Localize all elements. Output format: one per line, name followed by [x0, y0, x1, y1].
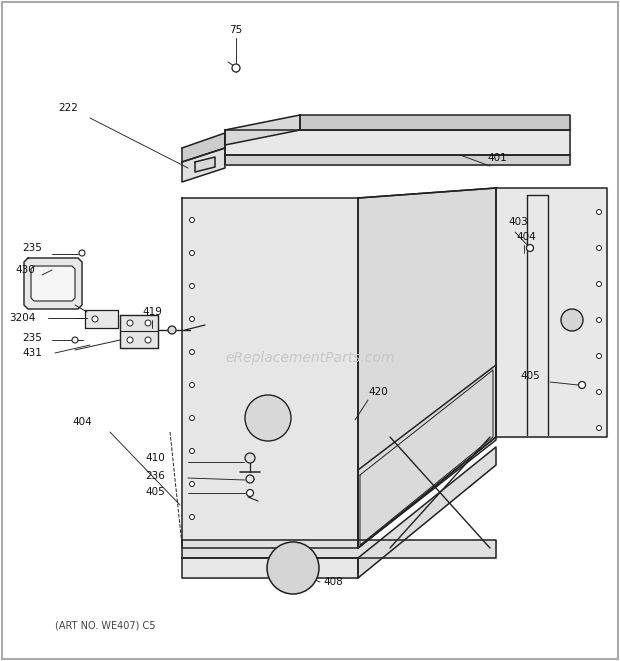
Circle shape: [596, 317, 601, 323]
Circle shape: [596, 245, 601, 251]
Text: 419: 419: [142, 307, 162, 317]
Circle shape: [267, 542, 319, 594]
Circle shape: [190, 350, 195, 354]
Polygon shape: [225, 130, 570, 155]
Text: 235: 235: [22, 243, 42, 253]
Text: 430: 430: [15, 265, 35, 275]
Circle shape: [190, 217, 195, 223]
Circle shape: [190, 251, 195, 256]
Text: 235: 235: [22, 333, 42, 343]
Polygon shape: [195, 157, 215, 172]
Text: 403: 403: [508, 217, 528, 227]
Circle shape: [596, 389, 601, 395]
Polygon shape: [225, 155, 570, 165]
Text: 405: 405: [145, 487, 165, 497]
Circle shape: [92, 316, 98, 322]
Text: 404: 404: [72, 417, 92, 427]
Polygon shape: [182, 198, 358, 548]
Circle shape: [526, 245, 533, 251]
Circle shape: [596, 210, 601, 215]
Text: 420: 420: [368, 387, 388, 397]
Text: 401: 401: [487, 153, 507, 163]
Text: 408: 408: [323, 577, 343, 587]
Text: 405: 405: [520, 371, 540, 381]
Circle shape: [245, 453, 255, 463]
Circle shape: [190, 416, 195, 420]
Circle shape: [596, 426, 601, 430]
Text: 236: 236: [145, 471, 165, 481]
Circle shape: [245, 395, 291, 441]
Circle shape: [578, 381, 585, 389]
Polygon shape: [182, 540, 496, 558]
Text: 75: 75: [229, 25, 242, 35]
Circle shape: [247, 490, 254, 496]
Polygon shape: [182, 148, 225, 182]
Circle shape: [145, 337, 151, 343]
Polygon shape: [358, 447, 496, 578]
Text: 431: 431: [22, 348, 42, 358]
Polygon shape: [300, 115, 570, 130]
Polygon shape: [496, 188, 607, 437]
Circle shape: [190, 317, 195, 321]
Text: eReplacementParts.com: eReplacementParts.com: [225, 351, 395, 365]
Circle shape: [232, 64, 240, 72]
Circle shape: [72, 337, 78, 343]
Text: (ART NO. WE407) C5: (ART NO. WE407) C5: [55, 620, 156, 630]
Polygon shape: [85, 310, 118, 328]
Polygon shape: [182, 558, 358, 578]
Circle shape: [127, 337, 133, 343]
Circle shape: [145, 320, 151, 326]
Circle shape: [596, 354, 601, 358]
Polygon shape: [182, 133, 225, 162]
Text: 222: 222: [58, 103, 78, 113]
Circle shape: [79, 250, 85, 256]
Circle shape: [596, 282, 601, 286]
Polygon shape: [24, 258, 82, 309]
Polygon shape: [225, 115, 300, 145]
Circle shape: [190, 449, 195, 453]
Polygon shape: [358, 188, 496, 548]
Polygon shape: [120, 315, 158, 348]
Circle shape: [190, 514, 195, 520]
Circle shape: [561, 309, 583, 331]
Circle shape: [246, 475, 254, 483]
Text: 410: 410: [145, 453, 165, 463]
Circle shape: [168, 326, 176, 334]
Circle shape: [190, 383, 195, 387]
Polygon shape: [31, 266, 75, 301]
Circle shape: [127, 320, 133, 326]
Circle shape: [190, 481, 195, 486]
Text: 3204: 3204: [9, 313, 35, 323]
Text: 404: 404: [516, 232, 536, 242]
Circle shape: [190, 284, 195, 288]
